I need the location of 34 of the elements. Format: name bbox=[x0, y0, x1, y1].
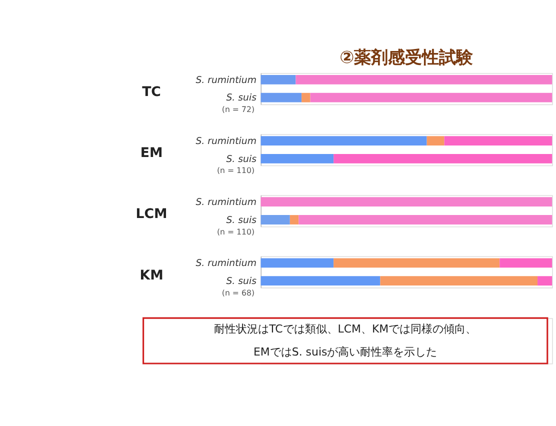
text: (n = 72) bbox=[222, 105, 255, 114]
text: (n = 110) bbox=[216, 227, 255, 236]
text: 耐性状況はTCでは類似、LCM、KMでは同様の傾向、 EMではS. suisが高い耐性率を示した bbox=[214, 322, 477, 358]
bar bbox=[260, 258, 334, 268]
y-tick-label: S. suis bbox=[226, 214, 257, 226]
bar bbox=[500, 258, 552, 268]
bar bbox=[260, 136, 427, 146]
bar bbox=[302, 92, 310, 102]
y-axis-title: KM bbox=[140, 268, 164, 284]
chart-title: ②薬剤感受性試験 bbox=[340, 48, 474, 68]
bar bbox=[296, 74, 552, 84]
bar bbox=[260, 92, 302, 102]
y-axis-title: TC bbox=[142, 85, 161, 100]
bar bbox=[380, 276, 538, 286]
bar bbox=[260, 276, 380, 286]
bar bbox=[444, 136, 552, 146]
y-tick-label: S. rumintium bbox=[196, 258, 256, 270]
bar bbox=[426, 136, 444, 146]
y-tick-label: S. suis bbox=[226, 154, 257, 165]
y-tick-label: S. suis bbox=[226, 276, 257, 287]
text: (n = 110) bbox=[216, 166, 255, 176]
bar bbox=[538, 276, 552, 286]
bar bbox=[334, 154, 552, 164]
y-tick-label: S. rumintium bbox=[196, 196, 256, 208]
y-tick-label: S. suis bbox=[226, 92, 257, 104]
y-tick-label: S. rumintium bbox=[196, 74, 256, 86]
bar bbox=[260, 74, 296, 84]
y-tick-label: S. rumintium bbox=[196, 136, 256, 147]
text: (n = 68) bbox=[222, 288, 255, 298]
bar bbox=[310, 92, 552, 102]
y-axis-title: LCM bbox=[136, 207, 168, 222]
y-axis-title: EM bbox=[140, 146, 163, 162]
bar bbox=[260, 154, 334, 164]
bar bbox=[334, 258, 500, 268]
